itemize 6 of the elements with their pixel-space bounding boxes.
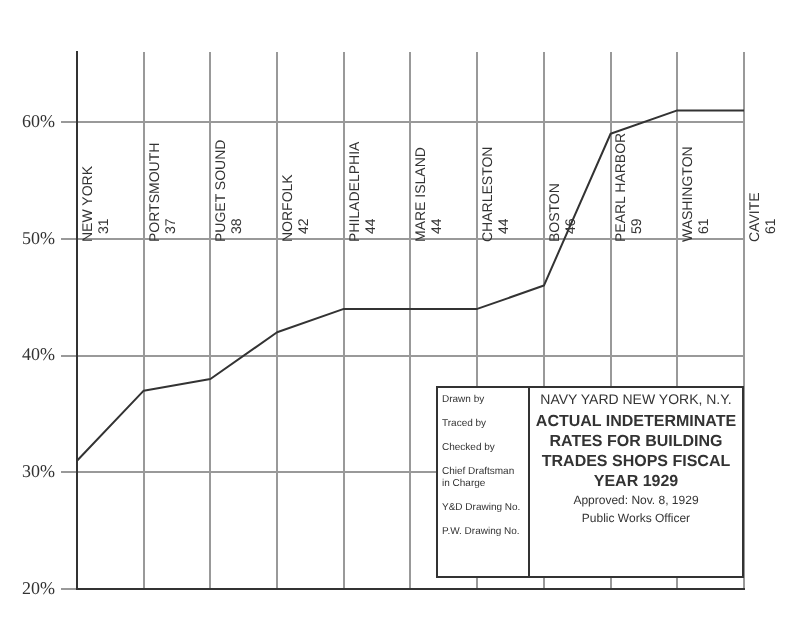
text: ACTUAL INDETERMINATE RATES FOR BUILDING TRADES SHOPS FISCAL YEAR 1929 <box>535 412 737 490</box>
y-tick-label: 40% <box>21 344 56 365</box>
y-tick-label: 20% <box>21 577 56 598</box>
y-tick-label: 60% <box>21 110 56 131</box>
y-tick-label: 50% <box>21 227 56 248</box>
y-tick-label: 30% <box>21 461 56 482</box>
